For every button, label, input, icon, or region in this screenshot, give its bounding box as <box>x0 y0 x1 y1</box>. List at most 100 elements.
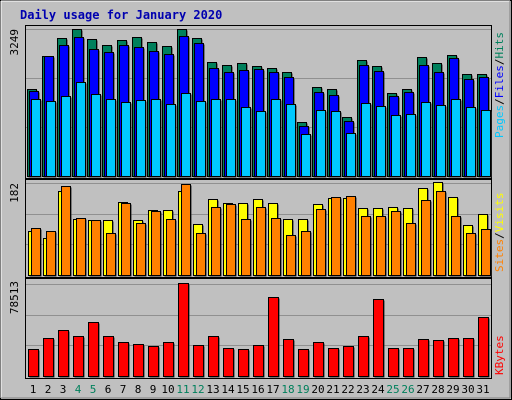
pages-bar-day-8 <box>136 100 146 177</box>
pages-bar-day-29 <box>451 99 461 177</box>
day-label-24: 24 <box>371 383 385 396</box>
kbytes-bar-day-7 <box>118 342 129 377</box>
day-label-1: 1 <box>30 383 37 396</box>
day-label-23: 23 <box>356 383 369 396</box>
day-label-15: 15 <box>236 383 249 396</box>
kbytes-bar-day-20 <box>313 342 324 377</box>
day-label-20: 20 <box>311 383 324 396</box>
pages-bar-day-25 <box>391 115 401 177</box>
pages-bar-day-31 <box>481 110 491 177</box>
sites-bar-day-17 <box>271 218 281 276</box>
legend-pages: Pages <box>493 105 506 138</box>
sites-bar-day-25 <box>391 211 401 276</box>
hits-ymax-label: 3249 <box>8 29 21 56</box>
kbytes-bar-day-12 <box>193 345 204 377</box>
pages-bar-day-12 <box>196 101 206 177</box>
day-label-3: 3 <box>60 383 67 396</box>
pages-bar-day-10 <box>166 104 176 177</box>
day-label-10: 10 <box>161 383 174 396</box>
day-label-9: 9 <box>150 383 157 396</box>
chart-marks: 1 2 3 4 5 6 7 8 9 10 11 12 13 14 15 16 17 18 19 20 21 22 23 24 2… <box>26 29 492 396</box>
sites-bar-day-30 <box>466 233 476 276</box>
sites-bar-day-26 <box>406 223 416 276</box>
visits-ymax-label: 182 <box>8 183 21 203</box>
kbytes-bar-day-16 <box>253 345 264 377</box>
kbytes-bar-day-22 <box>343 346 354 377</box>
kbytes-bar-day-8 <box>133 344 144 377</box>
sites-bar-day-19 <box>301 231 311 276</box>
sites-bar-day-14 <box>226 204 236 276</box>
kbytes-bar-day-10 <box>163 342 174 377</box>
legend-sep-3: / <box>493 232 506 239</box>
pages-bar-day-1 <box>31 99 41 177</box>
pages-bar-day-26 <box>406 114 416 177</box>
day-label-29: 29 <box>446 383 459 396</box>
kbytes-bar-day-15 <box>238 349 249 377</box>
kbytes-bar-day-25 <box>388 348 399 377</box>
day-label-13: 13 <box>206 383 219 396</box>
kbytes-bar-day-21 <box>328 348 339 377</box>
sites-bar-day-6 <box>106 233 116 276</box>
sites-bar-day-13 <box>211 207 221 276</box>
sites-bar-day-9 <box>151 211 161 276</box>
sites-bar-day-16 <box>256 207 266 276</box>
legend-kbytes-panel: KBytes <box>493 335 506 375</box>
sites-bar-day-5 <box>91 220 101 276</box>
sites-bar-day-15 <box>241 219 251 276</box>
kbytes-bar-day-4 <box>73 336 84 377</box>
kbytes-bar-day-31 <box>478 317 489 377</box>
pages-bar-day-14 <box>226 99 236 177</box>
sites-bar-day-11 <box>181 184 191 276</box>
pages-bar-day-24 <box>376 106 386 177</box>
pages-bar-day-19 <box>301 134 311 177</box>
day-label-11: 11 <box>176 383 189 396</box>
day-label-30: 30 <box>461 383 474 396</box>
pages-bar-day-15 <box>241 107 251 177</box>
kbytes-bar-day-13 <box>208 336 219 377</box>
kbytes-bar-day-23 <box>358 336 369 377</box>
legend-sep-2: / <box>493 59 506 66</box>
pages-bar-day-13 <box>211 99 221 177</box>
legend-files: Files <box>493 65 506 98</box>
pages-bar-day-28 <box>436 105 446 177</box>
sites-bar-day-22 <box>346 196 356 276</box>
day-label-25: 25 <box>386 383 399 396</box>
kbytes-bar-day-24 <box>373 299 384 377</box>
pages-bar-day-22 <box>346 133 356 177</box>
pages-bar-day-2 <box>46 101 56 177</box>
sites-bar-day-3 <box>61 186 71 276</box>
legend-hits: Hits <box>493 32 506 59</box>
legend-visits-panel: Sites/Visits <box>493 193 506 273</box>
sites-bar-day-7 <box>121 203 131 276</box>
pages-bar-day-30 <box>466 107 476 177</box>
kbytes-bar-day-28 <box>433 340 444 377</box>
sites-bar-day-2 <box>46 231 56 276</box>
sites-bar-day-27 <box>421 200 431 276</box>
panel-kbytes-frame <box>25 278 492 379</box>
kbytes-bar-day-2 <box>43 338 54 377</box>
day-label-17: 17 <box>266 383 279 396</box>
day-label-21: 21 <box>326 383 339 396</box>
sites-bar-day-24 <box>376 216 386 276</box>
pages-bar-day-11 <box>181 93 191 177</box>
kbytes-ymax-label: 78513 <box>8 281 21 314</box>
pages-bar-day-18 <box>286 104 296 177</box>
sites-bar-day-23 <box>361 216 371 276</box>
sites-bar-day-29 <box>451 216 461 276</box>
sites-bar-day-10 <box>166 219 176 276</box>
kbytes-bar-day-11 <box>178 283 189 377</box>
pages-bar-day-27 <box>421 102 431 177</box>
kbytes-bar-day-6 <box>103 336 114 377</box>
pages-bar-day-20 <box>316 110 326 177</box>
panel-hits-frame <box>25 25 492 179</box>
day-label-12: 12 <box>191 383 204 396</box>
day-label-22: 22 <box>341 383 354 396</box>
sites-bar-day-1 <box>31 228 41 276</box>
sites-bar-day-8 <box>136 223 146 276</box>
pages-bar-day-17 <box>271 99 281 177</box>
day-label-7: 7 <box>120 383 127 396</box>
kbytes-bar-day-9 <box>148 346 159 377</box>
day-label-14: 14 <box>221 383 235 396</box>
sites-bar-day-21 <box>331 197 341 276</box>
